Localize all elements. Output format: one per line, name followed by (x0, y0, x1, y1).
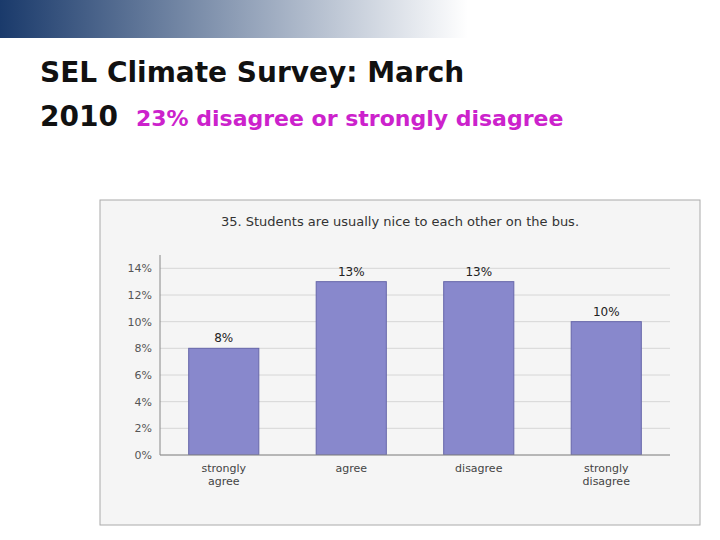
bar (444, 282, 514, 455)
bars (189, 282, 642, 455)
value-label: 10% (593, 305, 620, 319)
x-tick-label: agree (335, 462, 367, 475)
x-tick-label: stronglyagree (201, 462, 246, 488)
x-tick-label-line: strongly (201, 462, 246, 475)
bar (316, 282, 386, 455)
y-tick-label: 8% (135, 342, 152, 355)
x-tick-label-line: agree (208, 475, 240, 488)
bar (571, 322, 641, 455)
y-tick-label: 12% (128, 289, 152, 302)
value-label: 8% (214, 331, 233, 345)
y-tick-label: 6% (135, 369, 152, 382)
x-tick-label-line: agree (335, 462, 367, 475)
chart: SEL Climate Survey: March 2010 23% disagre… (0, 0, 720, 540)
y-tick-label: 4% (135, 396, 152, 409)
y-tick-label: 0% (135, 449, 152, 462)
title-line: SEL Climate Survey: March (40, 56, 464, 89)
value-label: 13% (338, 265, 365, 279)
chart-box (100, 200, 700, 525)
x-axis-line (160, 455, 670, 456)
y-tick-label: 14% (128, 262, 152, 275)
x-tick-label: stronglydisagree (583, 462, 631, 488)
x-tick-label-line: disagree (455, 462, 503, 475)
x-tick-label-line: disagree (583, 475, 631, 488)
subtitle: 23% disagree or strongly disagree (136, 106, 563, 131)
grid (160, 268, 670, 455)
bar (189, 348, 259, 455)
grid-line (160, 455, 670, 456)
top-decoration (0, 0, 720, 38)
x-tick-label: disagree (455, 462, 503, 475)
value-label: 13% (465, 265, 492, 279)
y-tick-label: 10% (128, 316, 152, 329)
x-tick-label-line: strongly (584, 462, 629, 475)
title-line: 2010 (40, 100, 118, 133)
y-axis-line (160, 255, 161, 455)
grid-line (160, 295, 670, 296)
chart-title: 35. Students are usually nice to each ot… (221, 214, 579, 229)
y-tick-label: 2% (135, 422, 152, 435)
grid-line (160, 268, 670, 269)
